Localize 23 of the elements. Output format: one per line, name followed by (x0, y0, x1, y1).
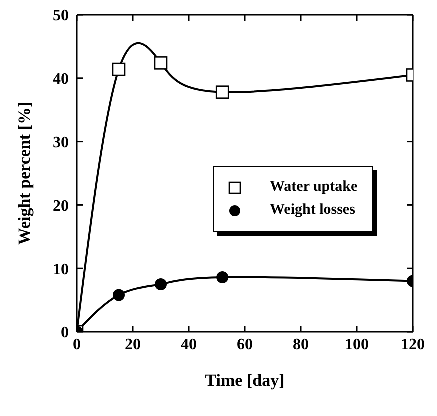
point (155, 278, 167, 290)
x-tick-label: 120 (401, 336, 425, 354)
x-tick-label: 20 (125, 336, 141, 354)
x-tick-label: 60 (237, 336, 253, 354)
x-tick-label: 100 (345, 336, 369, 354)
y-axis-title: Weight percent [%] (15, 102, 34, 246)
y-tick-label: 0 (61, 324, 69, 342)
point (154, 56, 168, 70)
x-tick-label: 40 (181, 336, 197, 354)
x-tick-label: 80 (293, 336, 309, 354)
x-tick-label: 0 (73, 336, 81, 354)
y-tick-label: 10 (53, 261, 69, 278)
x-axis-title: Time [day] (205, 371, 285, 390)
point (113, 289, 125, 302)
y-tick-label: 40 (53, 71, 69, 88)
point (112, 62, 126, 76)
y-tick-label: 50 (53, 8, 69, 25)
legend-label: Water uptake (270, 179, 358, 196)
y-tick-label: 20 (53, 198, 69, 215)
y-tick-label: 30 (53, 134, 69, 152)
point (216, 86, 230, 99)
legend-label: Weight losses (270, 202, 356, 219)
point (216, 271, 229, 284)
